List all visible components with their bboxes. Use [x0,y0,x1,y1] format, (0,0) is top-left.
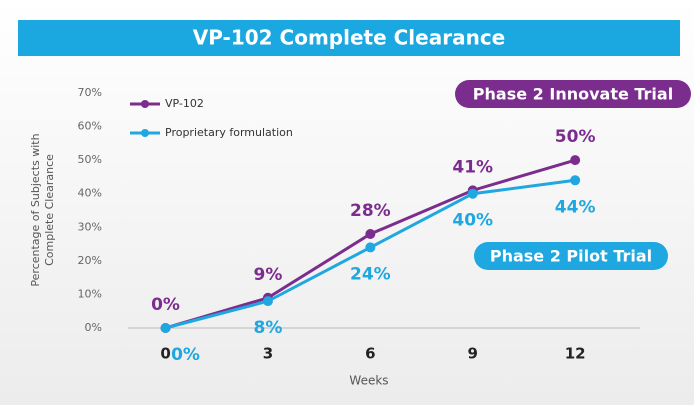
data-point [365,229,376,239]
data-label: 44% [555,197,596,217]
legend-label: VP-102 [165,97,204,110]
annotation-pill [474,242,668,270]
x-tick-label: 9 [468,345,478,363]
data-label: 0% [171,345,200,365]
y-tick-label: 50% [78,153,102,166]
title-banner [18,20,680,56]
y-tick-label: 60% [78,120,102,133]
data-point [570,155,581,166]
data-point [467,188,478,199]
legend-label: Proprietary formulation [165,126,293,139]
annotation-pill [455,80,691,108]
data-label: 24% [350,264,391,284]
y-axis-label: Percentage of Subjects with [29,133,42,286]
y-tick-label: 20% [78,254,102,267]
data-label: 50% [555,127,596,147]
data-label: 0% [151,295,180,315]
data-label: 9% [254,265,283,285]
data-label: 8% [254,318,283,338]
data-label: 40% [452,211,493,231]
y-tick-label: 10% [78,287,102,300]
y-tick-label: 70% [78,86,102,99]
data-point [365,242,376,253]
data-label: 41% [452,157,493,177]
data-label: 28% [350,201,391,221]
data-point [262,296,273,307]
y-tick-label: 40% [78,187,102,200]
x-tick-label: 3 [263,345,273,363]
legend-marker [141,129,149,137]
x-tick-label: 12 [565,345,586,363]
annotation-text: Phase 2 Pilot Trial [490,247,652,266]
data-point [570,175,581,186]
y-tick-label: 0% [85,321,102,334]
annotation-text: Phase 2 Innovate Trial [473,85,673,104]
chart-title: VP-102 Complete Clearance [193,26,506,50]
y-axis-label: Complete Clearance [43,154,56,266]
y-tick-label: 30% [78,220,102,233]
x-tick-label: 6 [365,345,375,363]
x-axis-label: Weeks [349,374,388,388]
legend-marker [141,100,149,108]
x-tick-label: 0 [160,345,170,363]
data-point [160,323,171,333]
